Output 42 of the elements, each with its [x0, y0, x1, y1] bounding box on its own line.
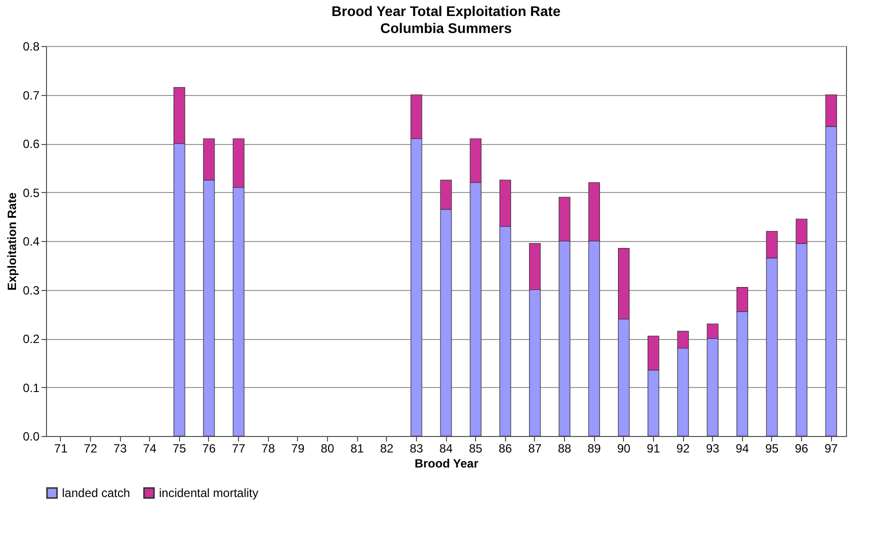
x-tick-label: 86 — [498, 442, 512, 456]
x-tick-label: 71 — [54, 442, 68, 456]
y-tick-label: 0.5 — [22, 186, 40, 200]
y-tick-label: 0.2 — [22, 332, 40, 346]
legend-label: incidental mortality — [159, 486, 258, 500]
x-tick-label: 96 — [794, 442, 809, 456]
x-tick-label: 97 — [824, 442, 838, 456]
x-tick-label: 76 — [202, 442, 216, 456]
x-tick-label: 78 — [262, 442, 276, 456]
x-tick-label: 75 — [172, 442, 186, 456]
x-tick-label: 93 — [706, 442, 720, 456]
y-axis-title: Exploitation Rate — [4, 192, 19, 291]
y-tick-label: 0.7 — [22, 88, 40, 102]
x-tick-label: 88 — [558, 442, 572, 456]
x-tick-label: 85 — [468, 442, 483, 456]
x-axis-title: Brood Year — [414, 456, 479, 470]
x-tick-label: 82 — [380, 442, 394, 456]
x-tick-label: 83 — [410, 442, 424, 456]
x-tick-label: 73 — [113, 442, 128, 456]
chart-subtitle: Columbia Summers — [380, 20, 512, 36]
x-tick-label: 90 — [617, 442, 631, 456]
x-tick-label: 72 — [84, 442, 98, 456]
x-tick-label: 91 — [646, 442, 660, 456]
x-tick-label: 81 — [350, 442, 364, 456]
y-tick-label: 0.1 — [22, 380, 40, 395]
y-tick-label: 0.4 — [22, 234, 40, 248]
x-tick-label: 79 — [291, 442, 305, 456]
y-tick-label: 0.8 — [22, 40, 40, 54]
chart-title: Brood Year Total Exploitation Rate — [332, 3, 561, 19]
legend-label: landed catch — [62, 486, 130, 500]
x-tick-label: 77 — [232, 442, 246, 456]
x-tick-label: 92 — [676, 442, 690, 456]
y-tick-label: 0.0 — [22, 430, 40, 444]
y-tick-label: 0.3 — [22, 283, 40, 298]
x-tick-label: 80 — [320, 442, 334, 456]
x-tick-label: 95 — [765, 442, 779, 456]
x-tick-label: 89 — [587, 442, 602, 456]
x-tick-label: 87 — [528, 442, 542, 456]
y-tick-label: 0.6 — [22, 137, 40, 151]
x-tick-label: 84 — [439, 442, 453, 456]
x-tick-label: 94 — [736, 442, 750, 456]
x-tick-label: 74 — [143, 442, 157, 456]
